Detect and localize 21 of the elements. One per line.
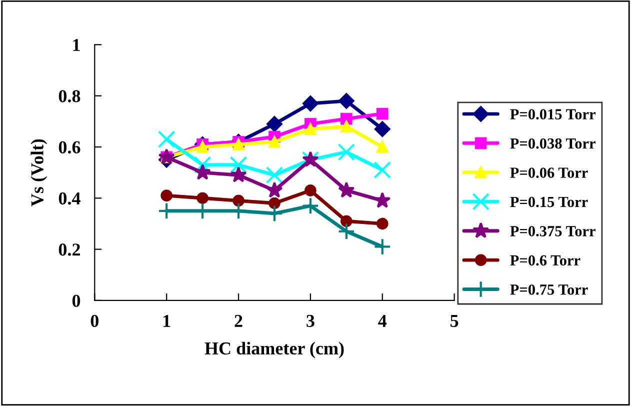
legend-label: P=0.06 Torr	[510, 168, 588, 178]
x-tick-label: 0	[90, 314, 98, 328]
legend-label: P=0.15 Torr	[510, 196, 588, 208]
y-tick-label: 0.2	[58, 244, 80, 256]
y-tick-label: 0.8	[58, 90, 80, 102]
legend-label: P=0.75 Torr	[510, 284, 588, 295]
x-axis-title: HC diameter (cm)	[204, 342, 344, 358]
y-axis-title: Vs (Volt)	[30, 139, 48, 206]
y-tick-label: 0	[72, 294, 80, 307]
y-tick-label: 0.4	[58, 192, 80, 205]
legend-label: P=0.038 Torr	[510, 138, 596, 149]
x-tick-label: 2	[234, 314, 242, 327]
y-tick-label: 0.6	[58, 141, 80, 154]
legend-label: P=0.375 Torr	[510, 226, 596, 236]
x-tick-label: 4	[378, 314, 387, 327]
y-tick-label: 1	[73, 39, 80, 51]
x-tick-label: 5	[450, 315, 458, 328]
x-tick-label: 3	[306, 314, 314, 328]
x-tick-label: 1	[164, 314, 170, 327]
legend-label: P=0.015 Torr	[510, 109, 596, 120]
legend-label: P=0.6 Torr	[510, 255, 580, 266]
